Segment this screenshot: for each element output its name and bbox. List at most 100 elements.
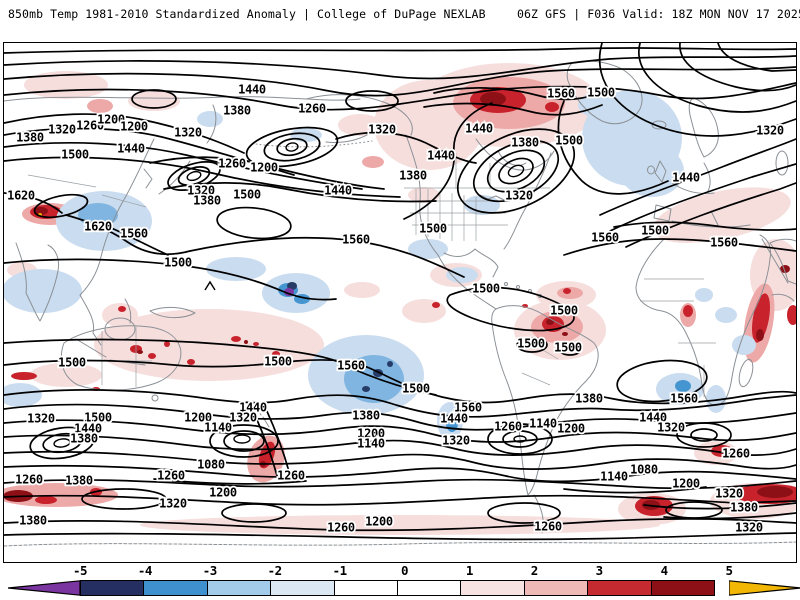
contour-label: 1500: [419, 222, 447, 236]
contour-label: 1560: [710, 236, 738, 250]
contour-label: 1500: [61, 148, 89, 162]
contour-label: 1560: [591, 231, 619, 245]
contour-label: 1560: [670, 392, 698, 406]
under-range-arrow: [8, 580, 80, 596]
contour-label: 1440: [639, 411, 667, 425]
contour-label: 1500: [472, 282, 500, 296]
colorbar-tick-label: -2: [267, 563, 283, 578]
colorbar-segment: [206, 580, 272, 596]
contour-label: 1320: [505, 189, 533, 203]
contour-label: 1260: [218, 157, 246, 171]
contour-label: 1380: [575, 392, 603, 406]
colorbar-over-arrow-icon: [729, 580, 800, 596]
colorbar-segment: [587, 580, 653, 596]
contour-label: 1320: [187, 184, 215, 198]
colorbar-segment: [523, 580, 589, 596]
contour-label: 1500: [641, 224, 669, 238]
contour-label: 1320: [756, 124, 784, 138]
contour-label: 1260: [327, 521, 355, 535]
contour-label: 1500: [58, 356, 86, 370]
contour-label: 1440: [440, 412, 468, 426]
contour-label: 1440: [238, 83, 266, 97]
contour-label: 1320: [159, 497, 187, 511]
contour-label: 1560: [120, 227, 148, 241]
weather-map: 1440 1380 1260 1320 1260 1200 1200 1380 1500 1440…: [3, 42, 797, 563]
anomaly-shading: [4, 63, 796, 535]
contour-label: 1260: [534, 520, 562, 534]
contour-label: 1260: [15, 473, 43, 487]
contour-label: 1380: [399, 169, 427, 183]
contour-label: 1260: [157, 469, 185, 483]
contour-label: 1320: [735, 521, 763, 535]
contour-label: 1440: [324, 184, 352, 198]
contour-label: 1380: [16, 131, 44, 145]
contour-label: 1380: [730, 501, 758, 515]
colorbar-tick-label: -5: [72, 563, 88, 578]
contour-label: 1260: [298, 102, 326, 116]
colorbar-segment: [396, 580, 462, 596]
contour-label: 1200: [250, 161, 278, 175]
contour-label: 1500: [555, 134, 583, 148]
contour-label: 1320: [442, 434, 470, 448]
colorbar-segment: [460, 580, 526, 596]
colorbar-tick-label: -1: [332, 563, 348, 578]
contour-label: 1200: [97, 113, 125, 127]
colorbar-boxes: [80, 580, 716, 596]
contour-label: 1200: [672, 477, 700, 491]
contour-label: 1260: [722, 447, 750, 461]
colorbar-under-arrow-icon: [8, 580, 80, 596]
colorbar-tick-label: 4: [660, 563, 669, 578]
contour-label: 1140: [529, 417, 557, 431]
over-range-arrow: [729, 580, 800, 596]
contour-label: 1320: [48, 123, 76, 137]
colorbar-tick-label: -3: [202, 563, 218, 578]
contour-label: 1500: [554, 341, 582, 355]
contour-label: 1500: [233, 188, 261, 202]
contour-label: 1440: [117, 142, 145, 156]
contour-label: 1200: [120, 120, 148, 134]
colorbar-segment: [270, 580, 336, 596]
contour-label: 1080: [197, 458, 225, 472]
contour-label: 1620: [7, 189, 35, 203]
colorbar-tick-label: 3: [595, 563, 604, 578]
contour-label: 1380: [511, 136, 539, 150]
contour-label: 1380: [65, 474, 93, 488]
contour-label: 1500: [517, 337, 545, 351]
contour-label: 1500: [587, 86, 615, 100]
contour-label: 1560: [454, 401, 482, 415]
colorbar-tick-label: 2: [530, 563, 539, 578]
colorbar-segment: [80, 580, 145, 596]
contour-label: 1260: [494, 420, 522, 434]
contour-label: 1500: [402, 382, 430, 396]
contour-label: 1380: [193, 194, 221, 208]
header-bar: 850mb Temp 1981-2010 Standardized Anomal…: [0, 0, 800, 42]
colorbar-tick-label: 1: [465, 563, 474, 578]
contour-label: 1500: [550, 304, 578, 318]
colorbar-segment: [650, 580, 716, 596]
contour-label: 1200: [557, 422, 585, 436]
contour-label: 1200: [365, 515, 393, 529]
colorbar-tick-label: 0: [400, 563, 409, 578]
contour-label: 1440: [672, 171, 700, 185]
contour-label: 1320: [657, 421, 685, 435]
colorbar-tick-label: -4: [137, 563, 153, 578]
contour-label: 1380: [19, 514, 47, 528]
contour-label: 1440: [427, 149, 455, 163]
contour-label: 1440: [239, 401, 267, 415]
contour-label: 1200: [184, 411, 212, 425]
contour-label: 1140: [204, 421, 232, 435]
colorbar: -5 -4 -3 -2 -1 0 1 2 3 4 5: [0, 563, 800, 600]
contour-label: 1500: [264, 355, 292, 369]
contour-label: 1200: [209, 486, 237, 500]
contour-label: 1620: [84, 220, 112, 234]
contour-label: 1080: [630, 463, 658, 477]
product-title: 850mb Temp 1981-2010 Standardized Anomal…: [8, 7, 486, 21]
contour-label: 1500: [84, 411, 112, 425]
contour-label: 1440: [74, 422, 102, 436]
contour-label: 1380: [352, 409, 380, 423]
colorbar-tick-label: 5: [725, 563, 733, 578]
contour-label: 1320: [715, 487, 743, 501]
contour-label: 1140: [600, 470, 628, 484]
contour-label: 1320: [229, 411, 257, 425]
